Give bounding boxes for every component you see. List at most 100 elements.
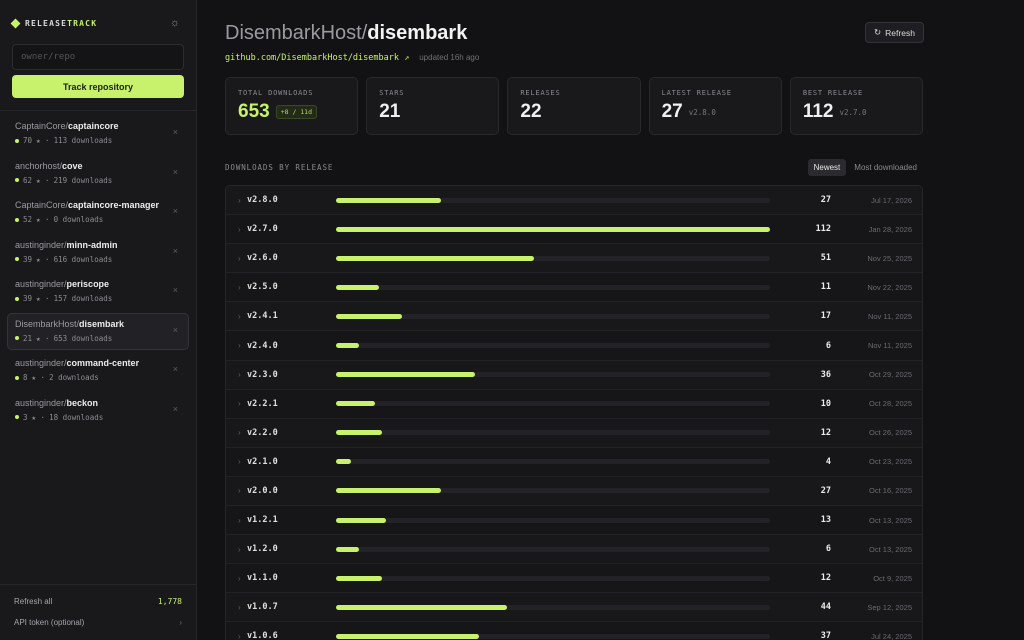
release-row[interactable]: › v2.2.1 10 Oct 28, 2025 — [226, 389, 922, 419]
refresh-all-label[interactable]: Refresh all — [14, 597, 53, 606]
stat-value: 112 — [802, 101, 834, 122]
repo-link[interactable]: github.com/DisembarkHost/disembark ↗ — [225, 53, 410, 63]
repo-list-item[interactable]: anchorhost/cove 62 ★ · 219 downloads × — [7, 155, 189, 192]
expand-chevron-icon[interactable]: › — [238, 573, 241, 583]
release-downloads: 6 — [825, 340, 831, 351]
api-token-row[interactable]: API token (optional) › — [14, 618, 182, 639]
release-date: Oct 9, 2025 — [873, 573, 912, 583]
remove-repo-icon[interactable]: × — [172, 245, 178, 256]
release-version: v1.0.7 — [247, 602, 278, 613]
expand-chevron-icon[interactable]: › — [238, 515, 241, 525]
expand-chevron-icon[interactable]: › — [238, 253, 241, 263]
release-row[interactable]: › v2.8.0 27 Jul 17, 2026 — [226, 186, 922, 216]
release-version: v2.2.1 — [247, 398, 278, 409]
repo-item-downloads: 219 downloads — [53, 175, 113, 185]
delta-badge: +8 / 11d — [275, 105, 318, 119]
stat-latest-release: LATEST RELEASE 27 v2.8.0 — [648, 77, 782, 135]
expand-chevron-icon[interactable]: › — [238, 282, 241, 292]
repo-list-item[interactable]: CaptainCore/captaincore-manager 52 ★ · 0 do… — [7, 194, 189, 231]
remove-repo-icon[interactable]: × — [172, 403, 178, 414]
release-date: Nov 22, 2025 — [867, 282, 912, 292]
expand-chevron-icon[interactable]: › — [238, 311, 241, 321]
repo-list-item[interactable]: austinginder/beckon 3 ★ · 18 downloads × — [7, 392, 189, 429]
repo-item-repo: periscope — [66, 279, 110, 289]
expand-chevron-icon[interactable]: › — [238, 602, 241, 612]
repo-item-downloads: 2 downloads — [49, 373, 99, 382]
release-row[interactable]: › v2.3.0 36 Oct 29, 2025 — [226, 360, 922, 390]
download-bar — [336, 313, 402, 319]
release-row[interactable]: › v2.7.0 112 Jan 28, 2026 — [226, 215, 922, 245]
repo-list-item[interactable]: DisembarkHost/disembark 21 ★ · 653 download… — [7, 312, 189, 350]
repo-list-item[interactable]: austinginder/periscope 39 ★ · 157 downloads… — [7, 273, 189, 310]
expand-chevron-icon[interactable]: › — [238, 544, 241, 554]
release-downloads: 12 — [820, 427, 831, 438]
sort-toggle: Newest Most downloaded — [807, 159, 923, 176]
release-version: v2.5.0 — [247, 282, 278, 293]
release-row[interactable]: › v2.5.0 11 Nov 22, 2025 — [226, 273, 922, 303]
release-downloads: 4 — [825, 456, 831, 467]
repo-input[interactable] — [12, 44, 184, 70]
sort-most-downloaded-button[interactable]: Most downloaded — [854, 163, 917, 172]
remove-repo-icon[interactable]: × — [172, 166, 178, 177]
expand-chevron-icon[interactable]: › — [238, 428, 241, 438]
sort-newest-button[interactable]: Newest — [807, 159, 847, 176]
expand-chevron-icon[interactable]: › — [238, 486, 241, 496]
refresh-all-row[interactable]: Refresh all 1,778 — [14, 597, 182, 618]
expand-chevron-icon[interactable]: › — [238, 195, 241, 205]
release-row[interactable]: › v2.4.1 17 Nov 11, 2025 — [226, 302, 922, 332]
release-downloads: 6 — [825, 544, 831, 555]
status-dot-icon — [15, 138, 19, 143]
brand-name: RELEASETRACK — [25, 19, 97, 28]
release-row[interactable]: › v2.2.0 12 Oct 26, 2025 — [226, 418, 922, 448]
release-row[interactable]: › v2.6.0 51 Nov 25, 2025 — [226, 244, 922, 274]
repo-item-meta: 52 ★ · 0 downloads — [15, 215, 181, 224]
repo-item-owner: anchorhost/ — [15, 160, 63, 171]
release-row[interactable]: › v1.1.0 12 Oct 9, 2025 — [226, 564, 922, 594]
repo-item-stars: 39 — [23, 254, 33, 264]
expand-chevron-icon[interactable]: › — [238, 224, 241, 234]
repo-item-meta: 21 ★ · 653 downloads — [15, 334, 181, 343]
release-row[interactable]: › v1.0.7 44 Sep 12, 2025 — [226, 593, 922, 623]
expand-chevron-icon[interactable]: › — [238, 370, 241, 380]
status-dot-icon — [15, 217, 19, 222]
stat-stars: STARS 21 — [366, 77, 500, 135]
repo-item-name: austinginder/minn-admin — [15, 240, 181, 250]
release-row[interactable]: › v1.2.1 13 Oct 13, 2025 — [226, 506, 922, 536]
star-icon: ★ · — [36, 294, 50, 303]
repo-list-item[interactable]: austinginder/minn-admin 39 ★ · 616 download… — [7, 234, 189, 271]
repo-item-owner: austinginder/ — [15, 397, 67, 408]
release-downloads: 51 — [820, 253, 831, 264]
release-row[interactable]: › v1.0.6 37 Jul 24, 2025 — [226, 622, 922, 640]
release-date: Nov 25, 2025 — [867, 253, 912, 263]
star-icon: ★ · — [36, 254, 50, 264]
remove-repo-icon[interactable]: × — [172, 127, 178, 137]
remove-repo-icon[interactable]: × — [172, 324, 178, 335]
star-icon: ★ · — [31, 373, 46, 382]
repo-list-item[interactable]: austinginder/command-center 8 ★ · 2 downloa… — [7, 352, 189, 389]
stat-value: 22 — [520, 101, 542, 122]
repo-item-downloads: 18 downloads — [49, 412, 104, 422]
repo-list-item[interactable]: CaptainCore/captaincore 70 ★ · 113 download… — [7, 115, 189, 152]
repo-item-meta: 8 ★ · 2 downloads — [15, 373, 181, 382]
remove-repo-icon[interactable]: × — [172, 285, 178, 295]
release-downloads: 13 — [820, 515, 831, 526]
release-version: v2.6.0 — [247, 253, 278, 264]
release-row[interactable]: › v1.2.0 6 Oct 13, 2025 — [226, 535, 922, 565]
release-row[interactable]: › v2.0.0 27 Oct 16, 2025 — [226, 476, 922, 507]
api-token-label[interactable]: API token (optional) — [14, 618, 85, 627]
expand-chevron-icon[interactable]: › — [238, 341, 241, 351]
refresh-button[interactable]: ↻ Refresh — [865, 22, 924, 43]
track-repository-button[interactable]: Track repository — [12, 75, 184, 98]
release-row[interactable]: › v2.1.0 4 Oct 23, 2025 — [226, 447, 922, 477]
expand-chevron-icon[interactable]: › — [238, 631, 241, 640]
release-date: Jul 24, 2025 — [871, 631, 912, 640]
refresh-icon: ↻ — [874, 27, 882, 37]
stat-value: 653 — [238, 101, 270, 122]
expand-chevron-icon[interactable]: › — [238, 399, 241, 409]
expand-chevron-icon[interactable]: › — [238, 457, 241, 467]
remove-repo-icon[interactable]: × — [172, 364, 178, 374]
release-version: v1.1.0 — [247, 573, 278, 584]
remove-repo-icon[interactable]: × — [172, 206, 178, 216]
theme-toggle-icon[interactable]: ☼ — [169, 17, 180, 29]
release-row[interactable]: › v2.4.0 6 Nov 11, 2025 — [226, 331, 922, 361]
